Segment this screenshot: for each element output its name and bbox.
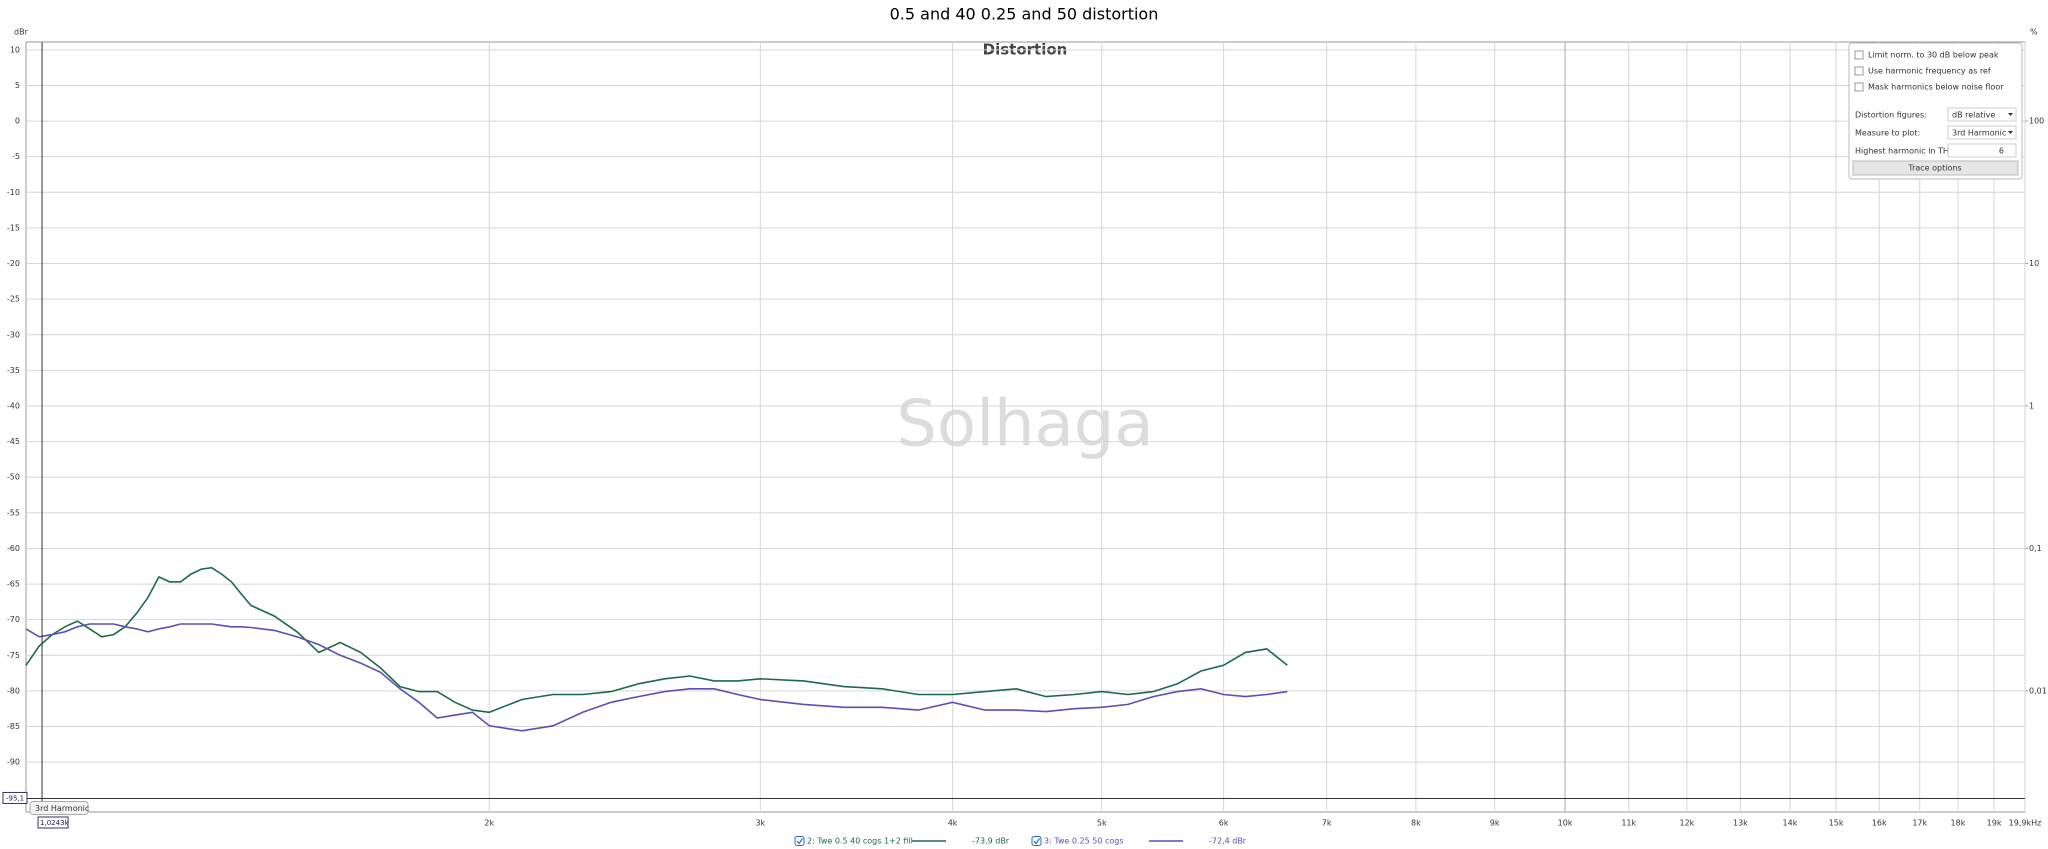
legend-label: 2: Twe 0.5 40 cogs 1+2 fill [807,837,913,846]
legend-check [1033,838,1040,845]
y-tick-label: -50 [7,473,20,482]
y2-tick-label: 10 [2029,259,2039,268]
legend-checkbox[interactable] [1031,836,1042,846]
y-tick-label: -10 [7,188,20,197]
y-tick-label: -15 [7,223,20,232]
dropdown[interactable] [1947,125,2017,140]
checkbox[interactable] [1854,50,1864,60]
x-tick-label: 8k [1411,819,1421,828]
legend-label: 3: Twe 0.25 50 cogs [1044,837,1124,846]
y2-tick-label: 0,01 [2029,686,2047,695]
x-tick-label: 4k [948,819,958,828]
plot-area [25,41,2026,813]
x-tick-label: 10k [1558,819,1573,828]
x-tick-label: 18k [1951,819,1966,828]
x-tick-label: 5k [1097,819,1107,828]
cursor-x-label: 1,0243k [40,819,69,827]
legend-check [796,838,803,845]
x-tick-label: 2k [484,819,494,828]
x-tick-label: 19,9kHz [2009,819,2042,828]
dropdown-value[interactable]: 3rd Harmonic [1952,129,2006,138]
watermark: Solhaga [896,388,1153,462]
checkbox-label[interactable]: Use harmonic frequency as ref [1868,67,1991,76]
y-tick-label: -65 [7,580,20,589]
cursor-label-box [29,800,89,815]
x-tick-label: 16k [1872,819,1887,828]
checkbox[interactable] [1854,66,1864,76]
spinner-value[interactable]: 6 [1999,147,2004,156]
y-tick-label: 0 [15,117,20,126]
y-tick-label: -70 [7,615,20,624]
y2-tick-label: 0,1 [2029,544,2042,553]
series-line [25,623,1288,732]
x-tick-label: 13k [1733,819,1748,828]
y-unit: dBr [14,28,29,37]
checkbox-label[interactable]: Mask harmonics below noise floor [1868,83,2004,92]
y-tick-label: -55 [7,508,20,517]
y-tick-label: -30 [7,330,20,339]
y2-unit: % [2030,28,2038,37]
dropdown-value[interactable]: dB relative [1952,111,1995,120]
checkbox[interactable] [1854,82,1864,92]
series-line [25,566,1288,714]
spinner[interactable] [1947,143,2017,158]
x-tick-label: 15k [1829,819,1844,828]
cursor-y-label: -95,1 [6,794,24,802]
options-panel: Limit norm. to 30 dB below peak Use harm… [1848,42,2023,180]
y-tick-label: -60 [7,544,20,553]
x-tick-label: 17k [1912,819,1927,828]
y-tick-label: -20 [7,259,20,268]
y-tick-label: -40 [7,401,20,410]
legend-readout: -72,4 dBr [1209,837,1247,846]
field-label: Distortion figures: [1855,111,1927,120]
y-tick-label: 5 [15,81,20,90]
field-label: Measure to plot: [1855,129,1920,138]
x-tick-label: 9k [1490,819,1500,828]
field-label: Highest harmonic in THD: [1855,147,1958,156]
x-tick-label: 19k [1987,819,2002,828]
checkbox-label[interactable]: Limit norm. to 30 dB below peak [1868,51,1999,60]
y2-tick-label: 1 [2029,401,2034,410]
legend-readout: -73,9 dBr [972,837,1010,846]
y-tick-label: 10 [10,45,20,54]
x-tick-label: 3k [755,819,765,828]
x-tick-label: 6k [1219,819,1229,828]
y-tick-label: -35 [7,366,20,375]
y-tick-label: -75 [7,651,20,660]
y-tick-label: -80 [7,686,20,695]
y-tick-label: -45 [7,437,20,446]
x-tick-label: 7k [1322,819,1332,828]
y2-tick-label: 100 [2029,117,2044,126]
dropdown[interactable] [1947,107,2017,122]
x-tick-label: 12k [1680,819,1695,828]
y-tick-label: -5 [12,152,20,161]
legend-checkbox[interactable] [794,836,805,846]
x-tick-label: 14k [1783,819,1798,828]
dropdown-arrow [2008,113,2013,116]
y-tick-label: -25 [7,295,20,304]
cursor-y-box [2,791,28,804]
button-label[interactable]: Trace options [1907,164,1961,173]
button[interactable] [1852,160,2019,176]
y-tick-label: -90 [7,758,20,767]
cursor-x-box [37,816,69,829]
cursor-label: 3rd Harmonic [35,804,89,813]
y-tick-label: -85 [7,722,20,731]
x-tick-label: 11k [1621,819,1636,828]
dropdown-arrow [2008,131,2013,134]
chart-title: 0.5 and 40 0.25 and 50 distortion [890,5,1159,24]
